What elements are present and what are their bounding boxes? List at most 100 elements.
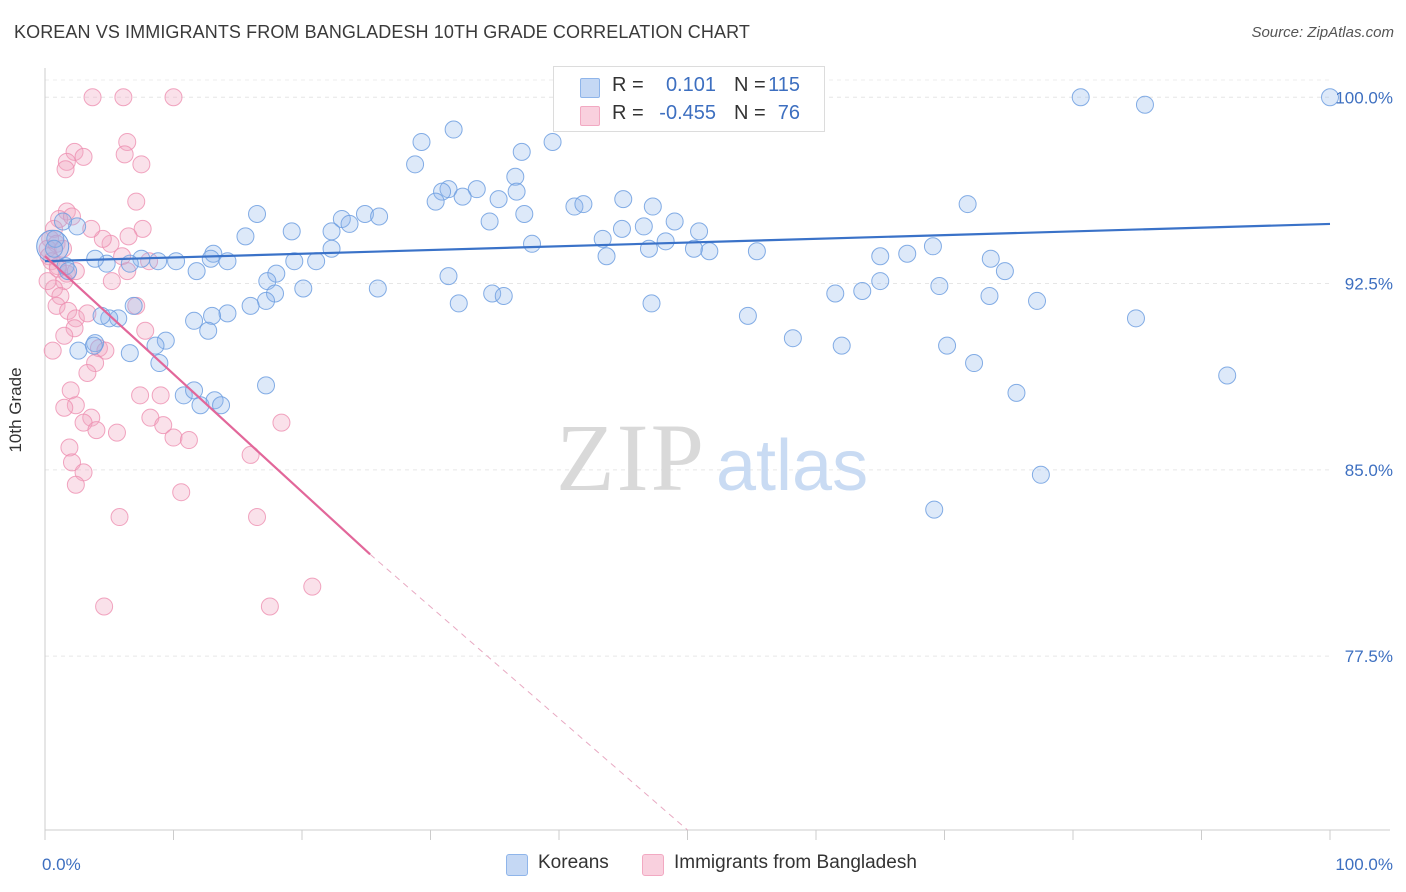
point-bangladesh-6 [56, 160, 75, 179]
point-koreans-113 [898, 244, 917, 263]
point-koreans-92 [439, 267, 458, 286]
legend-r-label: R = [612, 74, 644, 96]
point-koreans-100 [871, 272, 890, 291]
y-tick-label-3: 100.0% [1335, 88, 1393, 107]
point-koreans-40 [340, 214, 359, 233]
point-koreans-42 [282, 222, 301, 241]
point-bangladesh-40 [55, 398, 74, 417]
point-koreans-94 [494, 286, 513, 305]
point-koreans-62 [46, 229, 65, 248]
point-bangladesh-53 [164, 428, 183, 447]
point-koreans-101 [930, 277, 949, 296]
point-bangladesh-1 [114, 88, 133, 107]
point-bangladesh-68 [241, 445, 260, 464]
legend-swatch-bangladesh [580, 106, 600, 126]
point-koreans-71 [203, 306, 222, 325]
point-koreans-51 [187, 262, 206, 281]
point-bangladesh-49 [110, 508, 129, 527]
point-koreans-118 [871, 247, 890, 266]
point-koreans-25 [593, 229, 612, 248]
trend-lines [44, 222, 1331, 831]
point-koreans-103 [1028, 291, 1047, 310]
point-koreans-105 [783, 329, 802, 348]
correlation-legend: R = 0.101 N = 115 R = -0.455 N = 76 [553, 66, 825, 132]
point-koreans-50 [201, 249, 220, 268]
point-bangladesh-29 [66, 309, 85, 328]
point-koreans-102 [980, 286, 999, 305]
point-bangladesh-48 [66, 475, 85, 494]
y-tick-label-1: 85.0% [1345, 461, 1393, 480]
point-koreans-74 [156, 331, 175, 350]
point-koreans-52 [167, 252, 186, 271]
point-koreans-109 [1218, 366, 1237, 385]
point-koreans-19 [515, 205, 534, 223]
point-koreans-61 [53, 212, 72, 231]
legend-n-value-bangladesh: 76 [777, 102, 800, 124]
point-koreans-116 [981, 249, 1000, 268]
point-koreans-37 [355, 205, 374, 223]
trend-line-bangladesh-extension [369, 553, 688, 831]
point-koreans-9 [512, 142, 531, 161]
point-koreans-45 [322, 239, 341, 258]
point-bangladesh-67 [172, 483, 191, 502]
point-koreans-79 [92, 306, 111, 325]
point-koreans-28 [612, 219, 631, 238]
point-bangladesh-75 [38, 272, 57, 291]
bottom-legend-label-koreans: Koreans [538, 852, 609, 873]
point-bangladesh-44 [107, 423, 126, 442]
point-bangladesh-65 [82, 219, 101, 238]
point-bangladesh-59 [118, 262, 137, 281]
point-bangladesh-72 [303, 577, 322, 596]
point-koreans-23 [426, 192, 445, 211]
point-koreans-108 [965, 354, 984, 373]
point-koreans-63 [44, 239, 63, 258]
point-koreans-95 [449, 294, 468, 313]
legend-n-label: N = [734, 102, 766, 124]
point-bangladesh-45 [60, 438, 79, 457]
point-koreans-98 [853, 282, 872, 300]
point-koreans-114 [923, 237, 942, 256]
point-koreans-17 [489, 190, 508, 209]
point-bangladesh-73 [95, 597, 114, 616]
point-koreans-2 [1071, 88, 1090, 107]
point-bangladesh-46 [62, 453, 81, 472]
point-bangladesh-10 [127, 192, 146, 211]
point-bangladesh-57 [102, 272, 121, 291]
point-koreans-8 [412, 132, 431, 151]
point-koreans-97 [738, 306, 757, 325]
point-bangladesh-31 [65, 319, 84, 338]
point-bangladesh-2 [164, 88, 183, 107]
point-bangladesh-4 [65, 142, 84, 161]
point-koreans-73 [199, 321, 218, 340]
chart-title: KOREAN VS IMMIGRANTS FROM BANGLADESH 10T… [14, 22, 750, 42]
point-koreans-12 [406, 155, 425, 174]
watermark-atlas: atlas [716, 426, 868, 506]
point-bangladesh-26 [51, 286, 70, 305]
watermark: ZIP atlas [556, 404, 868, 511]
point-koreans-47 [307, 252, 326, 271]
point-koreans-53 [149, 252, 168, 271]
point-koreans-117 [995, 262, 1014, 281]
point-koreans-81 [84, 336, 103, 355]
point-koreans-104 [1126, 309, 1145, 328]
point-koreans-107 [938, 336, 957, 355]
point-koreans-106 [832, 336, 851, 355]
legend-row-koreans: R = 0.101 N = 115 [554, 72, 824, 102]
point-koreans-115 [958, 195, 977, 214]
point-koreans-75 [146, 336, 165, 355]
legend-row-bangladesh: R = -0.455 N = 76 [554, 100, 824, 130]
point-bangladesh-28 [59, 301, 78, 320]
point-koreans-3 [1135, 95, 1154, 114]
point-koreans-34 [684, 239, 703, 258]
point-bangladesh-70 [272, 413, 291, 432]
point-koreans-84 [150, 354, 169, 373]
bottom-legend-swatch-koreans [506, 854, 528, 876]
point-bangladesh-37 [78, 363, 97, 382]
point-koreans-14 [507, 182, 526, 201]
point-koreans-27 [665, 212, 684, 231]
point-koreans-99 [826, 284, 845, 303]
point-koreans-69 [241, 296, 260, 315]
point-koreans-60 [68, 217, 87, 236]
grid-lines [45, 79, 1330, 657]
